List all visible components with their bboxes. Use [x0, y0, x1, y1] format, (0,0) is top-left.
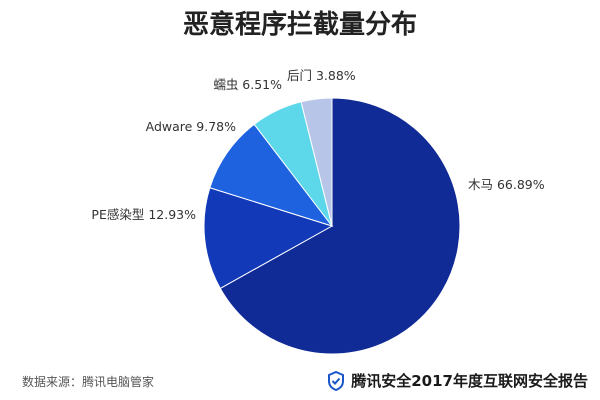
brand-footer: 腾讯安全2017年度互联网安全报告	[327, 370, 588, 391]
chart-title: 恶意程序拦截量分布	[182, 10, 417, 40]
pie-slice-1	[219, 97, 461, 355]
slice-label-2: PE感染型 12.93%	[91, 207, 196, 222]
slice-label-3: Adware 9.78%	[146, 119, 237, 134]
shield-check-icon	[328, 370, 345, 391]
data-source-note: 数据来源：腾讯电脑管家	[22, 375, 155, 389]
slice-label-4: 蠕虫 6.51%	[213, 77, 282, 92]
pie-slice-3	[209, 123, 334, 227]
pie-slice-2	[203, 187, 334, 290]
slice-label-1: 木马 66.89%	[468, 177, 545, 192]
slice-label-5: 后门 3.88%	[287, 68, 356, 83]
pie-slice-5	[300, 97, 333, 227]
brand-text: 腾讯安全2017年度互联网安全报告	[351, 372, 588, 390]
